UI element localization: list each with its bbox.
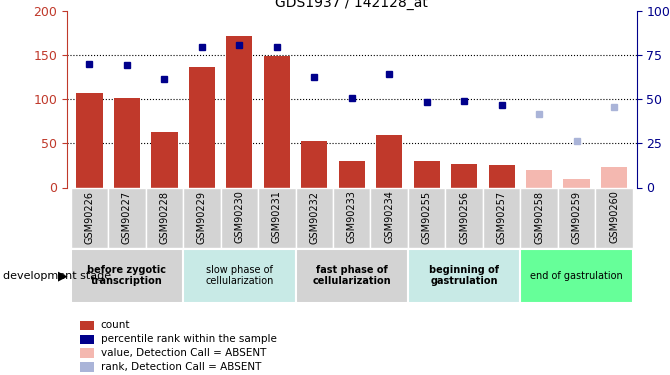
Bar: [76, 93, 103, 188]
Text: GSM90232: GSM90232: [310, 190, 320, 243]
Text: GSM90230: GSM90230: [234, 190, 245, 243]
Bar: [488, 165, 515, 188]
FancyBboxPatch shape: [408, 188, 446, 248]
Text: GSM90233: GSM90233: [347, 190, 356, 243]
Text: GSM90257: GSM90257: [496, 190, 507, 244]
Text: rank, Detection Call = ABSENT: rank, Detection Call = ABSENT: [100, 362, 261, 372]
FancyBboxPatch shape: [258, 188, 295, 248]
FancyBboxPatch shape: [521, 249, 632, 303]
Text: GSM90231: GSM90231: [272, 190, 282, 243]
Text: GSM90227: GSM90227: [122, 190, 132, 244]
Text: end of gastrulation: end of gastrulation: [530, 271, 623, 280]
Text: before zygotic
transcription: before zygotic transcription: [88, 265, 166, 286]
FancyBboxPatch shape: [295, 188, 333, 248]
FancyBboxPatch shape: [333, 188, 371, 248]
Bar: [189, 67, 215, 188]
Text: value, Detection Call = ABSENT: value, Detection Call = ABSENT: [100, 348, 266, 358]
FancyBboxPatch shape: [446, 188, 483, 248]
FancyBboxPatch shape: [483, 188, 521, 248]
FancyBboxPatch shape: [220, 188, 258, 248]
Text: GSM90259: GSM90259: [572, 190, 582, 243]
Bar: [338, 161, 365, 188]
Text: development stage: development stage: [3, 271, 111, 280]
Bar: [601, 167, 627, 188]
FancyBboxPatch shape: [109, 188, 145, 248]
Text: GSM90229: GSM90229: [197, 190, 207, 243]
Text: GSM90234: GSM90234: [384, 190, 394, 243]
Bar: [151, 132, 178, 188]
Text: GSM90228: GSM90228: [159, 190, 170, 243]
FancyBboxPatch shape: [595, 188, 632, 248]
Text: ▶: ▶: [58, 269, 68, 282]
Text: slow phase of
cellularization: slow phase of cellularization: [205, 265, 273, 286]
FancyBboxPatch shape: [371, 188, 408, 248]
Title: GDS1937 / 142128_at: GDS1937 / 142128_at: [275, 0, 428, 10]
Text: GSM90256: GSM90256: [459, 190, 469, 243]
FancyBboxPatch shape: [183, 249, 295, 303]
Bar: [226, 36, 253, 188]
Bar: [526, 170, 552, 188]
Text: percentile rank within the sample: percentile rank within the sample: [100, 334, 276, 344]
Bar: [413, 161, 440, 188]
Bar: [302, 141, 328, 188]
Bar: [451, 164, 477, 188]
Text: fast phase of
cellularization: fast phase of cellularization: [312, 265, 391, 286]
Bar: [114, 99, 140, 188]
FancyBboxPatch shape: [295, 249, 408, 303]
Text: GSM90255: GSM90255: [421, 190, 431, 244]
FancyBboxPatch shape: [521, 188, 558, 248]
Text: GSM90258: GSM90258: [534, 190, 544, 243]
FancyBboxPatch shape: [71, 188, 109, 248]
Text: GSM90260: GSM90260: [609, 190, 619, 243]
Bar: [563, 179, 590, 188]
FancyBboxPatch shape: [145, 188, 183, 248]
FancyBboxPatch shape: [71, 249, 183, 303]
FancyBboxPatch shape: [408, 249, 521, 303]
FancyBboxPatch shape: [183, 188, 220, 248]
Text: count: count: [100, 321, 130, 330]
Text: beginning of
gastrulation: beginning of gastrulation: [429, 265, 499, 286]
FancyBboxPatch shape: [558, 188, 595, 248]
Text: GSM90226: GSM90226: [84, 190, 94, 243]
Bar: [264, 56, 290, 188]
Bar: [376, 135, 402, 188]
